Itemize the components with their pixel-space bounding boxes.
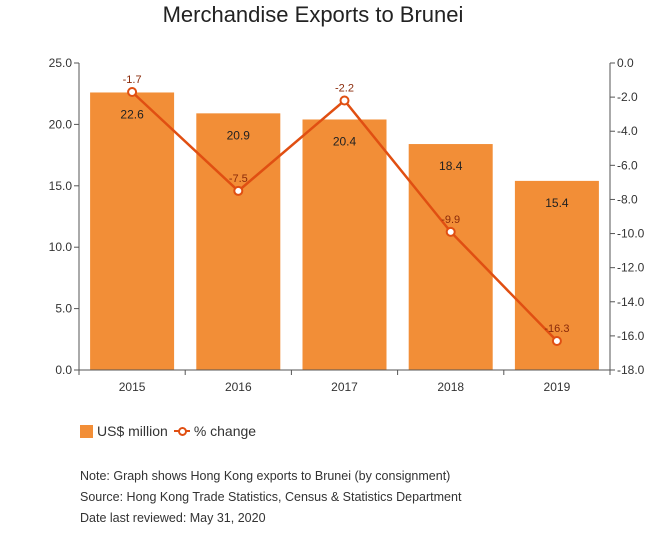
x-tick-label: 2019	[544, 380, 571, 394]
y-right-tick-label: -8.0	[617, 192, 638, 206]
chart-notes: Note: Graph shows Hong Kong exports to B…	[80, 466, 461, 529]
y-right-tick-label: -16.0	[617, 329, 645, 343]
legend-bar-label: US$ million	[97, 423, 168, 439]
y-left-tick-label: 25.0	[49, 56, 73, 70]
y-left-tick-label: 20.0	[49, 117, 73, 131]
x-tick-label: 2016	[225, 380, 252, 394]
line-value-label: -7.5	[229, 173, 248, 185]
line-value-label: -16.3	[544, 323, 569, 335]
line-point-2016	[233, 185, 244, 196]
y-left-tick-label: 5.0	[55, 302, 72, 316]
bar-2015	[90, 92, 175, 371]
legend-line-marker-icon	[173, 425, 190, 437]
source-text: Source: Hong Kong Trade Statistics, Cens…	[80, 490, 462, 504]
y-right-tick-label: -10.0	[617, 227, 645, 241]
y-left-tick-label: 15.0	[49, 179, 73, 193]
line-point-2015	[127, 86, 138, 97]
y-right-tick-label: -14.0	[617, 295, 645, 309]
legend-bar-swatch-icon	[80, 424, 93, 438]
date-reviewed-text: Date last reviewed: May 31, 2020	[80, 511, 266, 525]
bar-2017	[302, 119, 387, 370]
line-point-2019	[551, 336, 562, 347]
legend-item-bar[interactable]: US$ million	[80, 423, 168, 439]
y-left-tick-label: 10.0	[49, 240, 73, 254]
bar-value-label: 18.4	[439, 159, 463, 173]
note-text: Note: Graph shows Hong Kong exports to B…	[80, 469, 451, 483]
line-point-2017	[339, 95, 350, 106]
x-tick-label: 2018	[437, 380, 464, 394]
bar-value-label: 22.6	[120, 107, 144, 121]
bar-2016	[196, 113, 281, 371]
x-tick-label: 2015	[119, 380, 146, 394]
chart-legend: US$ million % change	[80, 423, 262, 439]
bar-2018	[408, 144, 493, 370]
y-right-tick-label: -6.0	[617, 158, 638, 172]
bar-value-label: 20.9	[227, 128, 251, 142]
line-point-2018	[445, 226, 456, 237]
chart-title: Merchandise Exports to Brunei	[162, 2, 464, 27]
line-value-label: -1.7	[123, 74, 142, 86]
bar-value-label: 20.4	[333, 134, 357, 148]
bar-value-label: 15.4	[545, 196, 569, 210]
line-value-label: -2.2	[335, 83, 354, 95]
legend-line-label: % change	[193, 423, 257, 439]
y-right-tick-label: -12.0	[617, 261, 645, 275]
combo-chart: 0.0 5.0 10.0 15.0 20.0 25.0 0.0 -2.0 -4.0 -6.0 -8.…	[49, 56, 645, 394]
y-left-tick-label: 0.0	[55, 363, 72, 377]
y-right-tick-label: 0.0	[617, 56, 634, 70]
y-right-tick-label: -2.0	[617, 90, 638, 104]
y-right-tick-label: -4.0	[617, 124, 638, 138]
line-value-label: -9.9	[441, 214, 460, 226]
legend-item-line[interactable]: % change	[173, 423, 257, 439]
x-tick-label: 2017	[331, 380, 358, 394]
y-right-tick-label: -18.0	[617, 363, 645, 377]
